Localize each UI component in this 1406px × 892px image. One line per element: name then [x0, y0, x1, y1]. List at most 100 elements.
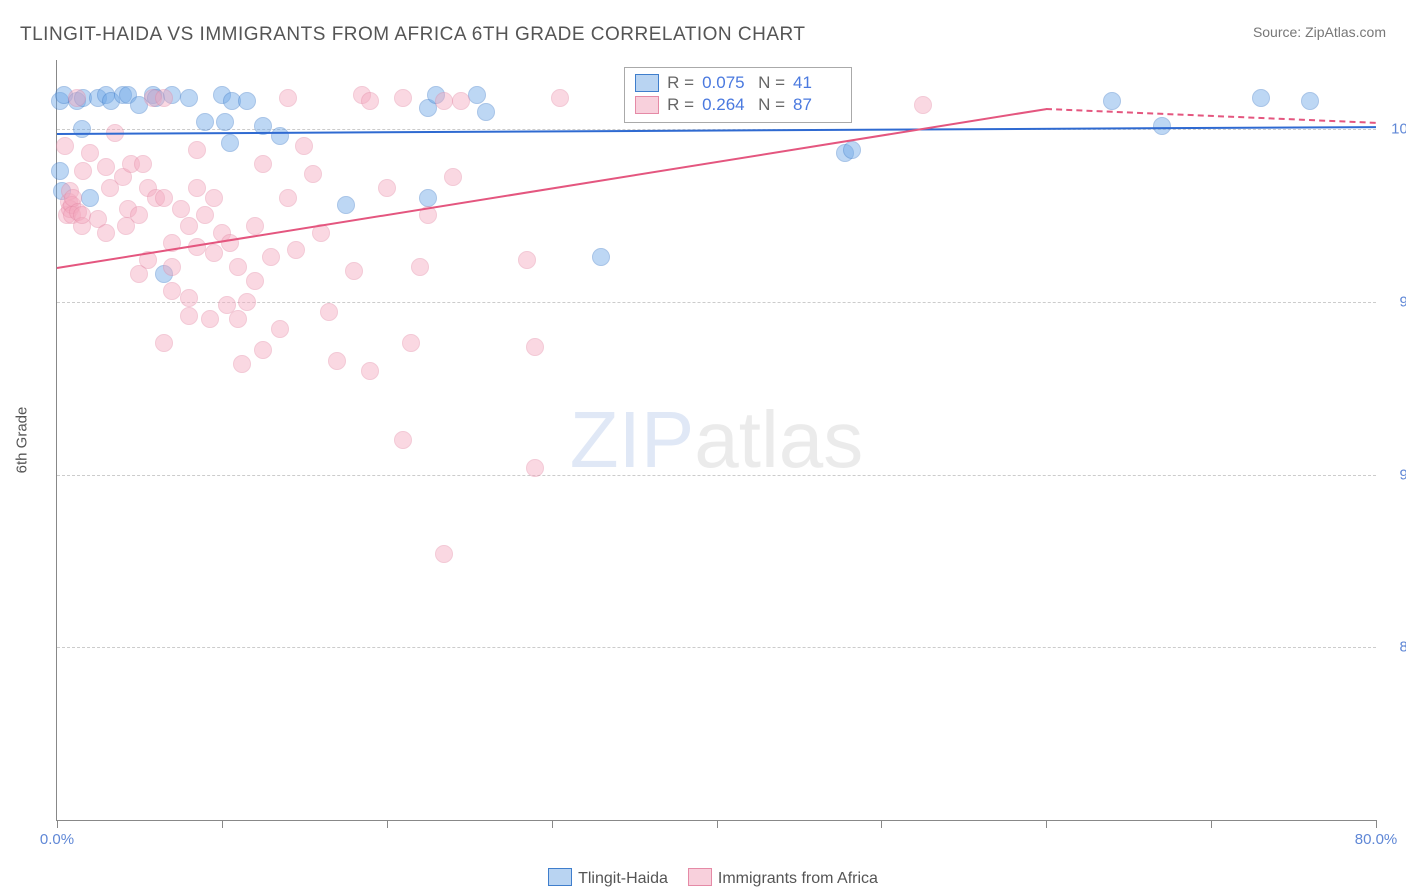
data-point	[188, 141, 206, 159]
x-tick	[387, 820, 388, 828]
data-point	[411, 258, 429, 276]
data-point	[238, 293, 256, 311]
data-point	[155, 189, 173, 207]
n-label: N =	[758, 95, 785, 115]
data-point	[271, 127, 289, 145]
gridline	[57, 475, 1376, 476]
watermark-part2: atlas	[694, 395, 863, 484]
data-point	[229, 258, 247, 276]
data-point	[477, 103, 495, 121]
legend-swatch	[548, 868, 572, 886]
data-point	[279, 89, 297, 107]
data-point	[254, 155, 272, 173]
data-point	[134, 155, 152, 173]
page-title: TLINGIT-HAIDA VS IMMIGRANTS FROM AFRICA …	[20, 24, 806, 46]
x-tick	[1211, 820, 1212, 828]
data-point	[180, 307, 198, 325]
data-point	[180, 289, 198, 307]
data-point	[394, 89, 412, 107]
gridline	[57, 647, 1376, 648]
data-point	[221, 234, 239, 252]
data-point	[216, 113, 234, 131]
data-point	[592, 248, 610, 266]
r-label: R =	[667, 73, 694, 93]
data-point	[246, 217, 264, 235]
data-point	[287, 241, 305, 259]
data-point	[435, 92, 453, 110]
data-point	[914, 96, 932, 114]
data-point	[262, 248, 280, 266]
x-tick	[1046, 820, 1047, 828]
data-point	[196, 206, 214, 224]
data-point	[337, 196, 355, 214]
source-label: Source: ZipAtlas.com	[1253, 24, 1386, 40]
data-point	[163, 282, 181, 300]
data-point	[1153, 117, 1171, 135]
data-point	[196, 113, 214, 131]
data-point	[345, 262, 363, 280]
data-point	[155, 334, 173, 352]
data-point	[1301, 92, 1319, 110]
data-point	[452, 92, 470, 110]
data-point	[172, 200, 190, 218]
data-point	[246, 272, 264, 290]
r-label: R =	[667, 95, 694, 115]
chart-plot-area: ZIPatlas 85.0%90.0%95.0%100.0%0.0%80.0%R…	[56, 60, 1376, 821]
x-tick-label: 0.0%	[40, 831, 74, 848]
data-point	[221, 134, 239, 152]
data-point	[402, 334, 420, 352]
data-point	[188, 179, 206, 197]
data-point	[279, 189, 297, 207]
x-tick	[881, 820, 882, 828]
data-point	[229, 310, 247, 328]
data-point	[361, 362, 379, 380]
y-tick-label: 85.0%	[1382, 639, 1406, 656]
data-point	[320, 303, 338, 321]
data-point	[238, 92, 256, 110]
data-point	[843, 141, 861, 159]
data-point	[74, 162, 92, 180]
data-point	[180, 89, 198, 107]
trend-line	[1046, 108, 1376, 124]
n-value: 41	[793, 73, 841, 93]
r-value: 0.264	[702, 95, 750, 115]
data-point	[155, 89, 173, 107]
x-tick	[1376, 820, 1377, 828]
x-tick	[222, 820, 223, 828]
stats-box: R = 0.075 N = 41 R = 0.264 N = 87	[624, 67, 852, 123]
r-value: 0.075	[702, 73, 750, 93]
watermark: ZIPatlas	[570, 394, 863, 486]
x-tick	[57, 820, 58, 828]
x-tick-label: 80.0%	[1355, 831, 1398, 848]
x-tick	[552, 820, 553, 828]
stats-row: R = 0.075 N = 41	[635, 73, 841, 93]
x-tick	[717, 820, 718, 828]
y-tick-label: 100.0%	[1382, 121, 1406, 138]
data-point	[419, 189, 437, 207]
data-point	[304, 165, 322, 183]
data-point	[328, 352, 346, 370]
data-point	[254, 341, 272, 359]
data-point	[163, 258, 181, 276]
data-point	[1252, 89, 1270, 107]
data-point	[56, 137, 74, 155]
chart-legend: Tlingit-HaidaImmigrants from Africa	[0, 868, 1406, 888]
data-point	[205, 244, 223, 262]
legend-label: Immigrants from Africa	[718, 870, 878, 887]
legend-swatch	[688, 868, 712, 886]
data-point	[180, 217, 198, 235]
data-point	[130, 206, 148, 224]
data-point	[51, 162, 69, 180]
data-point	[97, 158, 115, 176]
data-point	[1103, 92, 1121, 110]
data-point	[68, 89, 86, 107]
n-label: N =	[758, 73, 785, 93]
data-point	[361, 92, 379, 110]
y-tick-label: 90.0%	[1382, 466, 1406, 483]
data-point	[205, 189, 223, 207]
data-point	[378, 179, 396, 197]
data-point	[526, 338, 544, 356]
n-value: 87	[793, 95, 841, 115]
y-tick-label: 95.0%	[1382, 293, 1406, 310]
data-point	[526, 459, 544, 477]
